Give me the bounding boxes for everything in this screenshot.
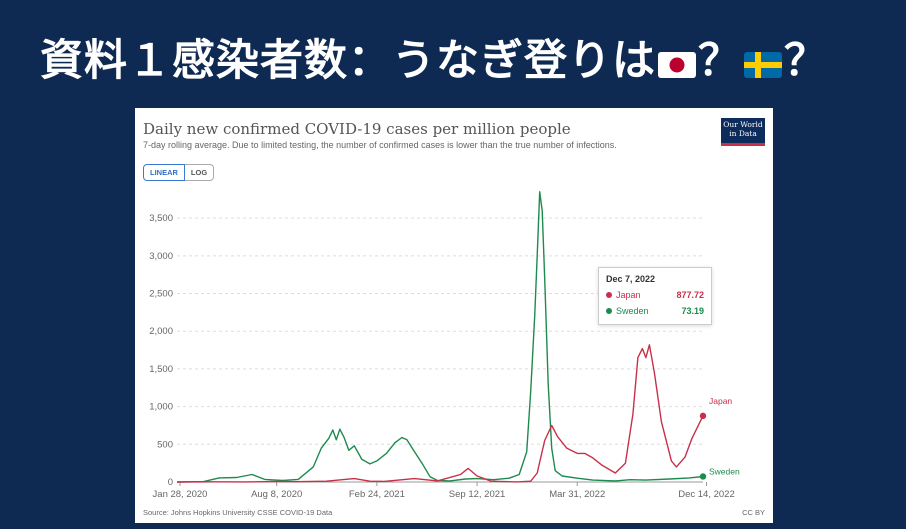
y-tick-label: 2,500 (149, 289, 173, 300)
owid-logo-line2: in Data (729, 129, 757, 138)
tooltip-sweden-value: 73.19 (681, 306, 704, 316)
y-tick-label: 3,500 (149, 213, 173, 224)
log-toggle-button[interactable]: LOG (184, 164, 215, 181)
owid-logo-line1: Our World (723, 120, 763, 129)
scale-toggle: LINEAR LOG (143, 164, 215, 181)
tooltip-date: Dec 7, 2022 (606, 274, 656, 284)
y-tick-label: 1,500 (149, 364, 173, 375)
sweden-flag-icon (744, 39, 782, 89)
chart-svg: 0 500 1,000 1,500 2,000 2,500 3,000 3,500 Jan 2… (149, 191, 740, 500)
y-tick-label: 0 (168, 477, 173, 488)
slide-title-text: 資料１感染者数：うなぎ登りは (40, 36, 656, 86)
tooltip-sweden-label: Sweden (616, 306, 649, 316)
chart-subtitle: 7-day rolling average. Due to limited te… (143, 140, 617, 150)
x-tick-label: Feb 24, 2021 (349, 489, 405, 500)
x-tick-label: Jan 28, 2020 (153, 489, 208, 500)
tooltip-japan-value: 877.72 (676, 290, 704, 300)
x-tick-label: Dec 14, 2022 (678, 489, 735, 500)
chart-title: Daily new confirmed COVID-19 cases per m… (143, 120, 571, 138)
x-tick-label: Mar 31, 2022 (549, 489, 605, 500)
chart-source[interactable]: Source: Johns Hopkins University CSSE CO… (143, 508, 333, 517)
sweden-dot-icon (606, 308, 612, 314)
question-mark-1: ？ (698, 36, 742, 86)
tooltip-japan-row: Japan 877.72 (606, 290, 704, 300)
x-tick-label: Aug 8, 2020 (251, 489, 302, 500)
tooltip-sweden-row: Sweden 73.19 (606, 306, 704, 316)
series-label-sweden: Sweden (709, 466, 740, 476)
grid-layer (177, 217, 703, 483)
x-tick-label: Sep 12, 2021 (449, 489, 506, 500)
slide-title: 資料１感染者数：うなぎ登りは ？ ？ (40, 26, 828, 89)
series-line-sweden (176, 191, 704, 483)
japan-dot-icon (606, 292, 612, 298)
series-layer (176, 191, 707, 483)
linear-toggle-button[interactable]: LINEAR (143, 164, 185, 181)
series-line-japan (176, 344, 704, 483)
hover-tooltip: Dec 7, 2022 Japan 877.72 Sweden 73.19 (598, 267, 712, 325)
owid-logo[interactable]: Our World in Data (721, 118, 765, 146)
y-tick-label: 3,000 (149, 251, 173, 262)
series-label-japan: Japan (709, 396, 732, 406)
y-tick-label: 2,000 (149, 326, 173, 337)
x-axis-ticks: Jan 28, 2020 Aug 8, 2020 Feb 24, 2021 Sep 1… (153, 482, 735, 500)
chart-license[interactable]: CC BY (742, 508, 765, 517)
series-endpoint-sweden (699, 473, 707, 480)
series-endpoint-japan (699, 412, 707, 420)
y-tick-label: 500 (157, 439, 173, 450)
japan-flag-icon (658, 39, 696, 89)
y-tick-label: 1,000 (149, 402, 173, 413)
y-axis-ticks: 0 500 1,000 1,500 2,000 2,500 3,000 3,500 (149, 213, 173, 488)
chart-panel: Daily new confirmed COVID-19 cases per m… (135, 108, 773, 523)
series-labels: Sweden Japan (709, 396, 740, 477)
tooltip-japan-label: Japan (616, 290, 641, 300)
question-mark-2: ？ (784, 36, 828, 86)
